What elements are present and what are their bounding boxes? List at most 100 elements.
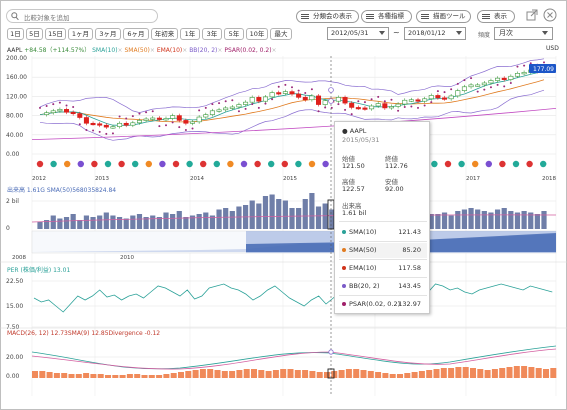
- macd-histogram-bar: [119, 375, 126, 378]
- remove-icon[interactable]: ×: [271, 47, 277, 54]
- candle: [468, 84, 474, 88]
- candle: [176, 115, 182, 121]
- indicator-value: 85.20: [402, 246, 421, 254]
- start-date-select[interactable]: 2012/05/31: [327, 27, 389, 40]
- macd-histogram-bar: [528, 367, 535, 378]
- psar-dot: [456, 82, 459, 85]
- candle: [110, 126, 116, 129]
- legend-sma50[interactable]: SMA(50): [124, 47, 150, 54]
- event-marker: [281, 160, 288, 168]
- candle: [475, 84, 481, 87]
- volume-bar: [203, 212, 209, 229]
- volume-label: 出来高: [342, 202, 362, 210]
- volume-bar: [57, 218, 63, 229]
- macd-histogram-bar: [499, 368, 506, 378]
- candle: [369, 105, 375, 110]
- frequency-select[interactable]: 月次: [494, 27, 553, 40]
- indicators-button[interactable]: 各種指標: [361, 10, 412, 23]
- macd-histogram-bar: [324, 372, 330, 378]
- period-button[interactable]: 5日: [26, 28, 43, 40]
- macd-histogram-bar: [185, 371, 192, 378]
- psar-dot: [131, 115, 134, 118]
- psar-dot: [158, 125, 161, 128]
- series-dot: [342, 302, 346, 306]
- candle: [156, 117, 162, 120]
- remove-icon[interactable]: ×: [217, 47, 223, 54]
- macd-histogram-bar: [272, 370, 279, 378]
- event-marker: [254, 160, 261, 168]
- volume-bar: [534, 214, 540, 229]
- period-button[interactable]: 1年: [180, 28, 200, 40]
- classification-button-label: 分類会の表示: [313, 12, 352, 20]
- candle: [103, 124, 109, 128]
- remove-icon[interactable]: ×: [182, 47, 188, 54]
- legend-bb[interactable]: BB(20, 2): [189, 47, 218, 54]
- period-button[interactable]: 15日: [45, 28, 66, 40]
- macd-histogram-bar: [258, 370, 265, 378]
- event-marker: [132, 160, 139, 168]
- macd-histogram-bar: [513, 366, 520, 378]
- display-button[interactable]: 表示: [477, 10, 515, 23]
- period-button[interactable]: 1ヶ月: [68, 28, 93, 40]
- classification-button[interactable]: 分類会の表示: [296, 10, 359, 23]
- high-value: 122.57: [342, 185, 365, 193]
- event-marker: [526, 160, 533, 168]
- navigator-year-label: 2008: [12, 255, 26, 261]
- psar-dot: [138, 112, 141, 115]
- legend-ema10[interactable]: EMA(10): [156, 47, 183, 54]
- drawing-tools-button[interactable]: 描画ツール: [416, 10, 471, 23]
- volume-bar: [256, 203, 262, 229]
- period-button[interactable]: 年初来: [151, 28, 178, 40]
- psar-dot: [118, 115, 121, 118]
- candle: [269, 92, 275, 98]
- end-date-select[interactable]: 2018/01/12: [404, 27, 466, 40]
- series-dot: [342, 284, 346, 288]
- psar-dot: [344, 108, 347, 111]
- period-button[interactable]: 最大: [270, 28, 292, 40]
- remove-icon[interactable]: ×: [117, 47, 123, 54]
- macd-histogram-bar: [455, 367, 462, 378]
- macd-histogram-bar: [389, 374, 396, 378]
- candle: [349, 102, 355, 108]
- frequency-value: 月次: [499, 29, 513, 37]
- macd-histogram-bar: [126, 374, 133, 378]
- candle: [322, 100, 328, 105]
- macd-histogram-bar: [214, 370, 221, 378]
- psar-dot: [204, 106, 207, 109]
- crosshair-point: [328, 87, 334, 93]
- legend-psar[interactable]: PSAR(0.02, 0.2): [224, 47, 272, 54]
- period-button[interactable]: 3ヶ月: [95, 28, 121, 40]
- candle: [495, 77, 501, 81]
- candle: [229, 106, 235, 109]
- psar-dot: [98, 130, 101, 133]
- event-marker: [186, 160, 193, 168]
- macd-histogram-bar: [411, 372, 418, 378]
- date-separator: ~: [393, 28, 400, 37]
- menu-icon: [366, 14, 374, 19]
- remove-icon[interactable]: ×: [149, 47, 155, 54]
- volume-bar: [150, 215, 156, 229]
- close-icon[interactable]: [543, 8, 557, 22]
- period-button[interactable]: 1日: [7, 28, 24, 40]
- macd-tick-label: 20.00: [6, 354, 23, 361]
- period-button[interactable]: 10年: [246, 28, 268, 40]
- high-label: 高値: [342, 178, 355, 186]
- period-button[interactable]: 6ヶ月: [123, 28, 149, 40]
- candle: [302, 97, 308, 101]
- volume-bar: [441, 212, 448, 229]
- candle: [488, 80, 494, 84]
- period-button[interactable]: 3年: [202, 28, 222, 40]
- period-button[interactable]: 5年: [224, 28, 244, 40]
- psar-dot: [218, 102, 221, 105]
- event-marker: [213, 160, 220, 168]
- volume-bar: [130, 215, 136, 229]
- volume-bar: [90, 217, 96, 229]
- price-tick-label: 40.00: [6, 132, 23, 139]
- popout-icon[interactable]: [525, 8, 539, 22]
- menu-icon: [482, 14, 490, 19]
- compare-search-input[interactable]: 比較対象を追加: [6, 9, 158, 23]
- macd-histogram-bar: [345, 369, 352, 378]
- legend-sma10[interactable]: SMA(10): [92, 47, 118, 54]
- psar-dot: [496, 83, 499, 86]
